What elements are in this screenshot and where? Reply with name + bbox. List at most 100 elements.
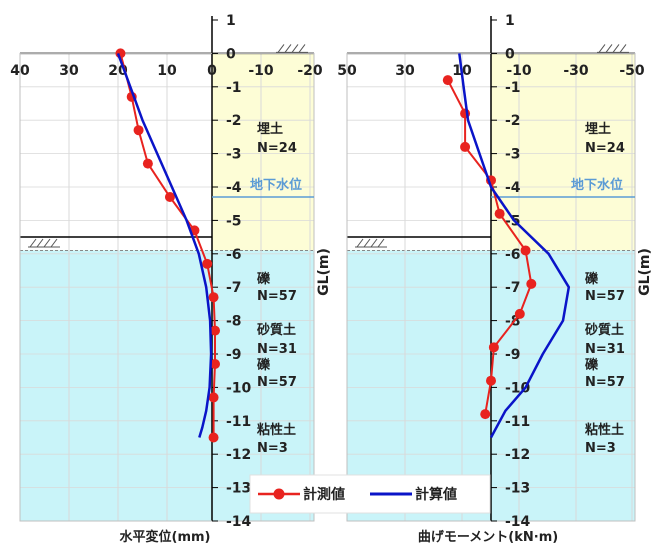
depth-axis-title: GL(m) xyxy=(637,248,653,296)
soil-layer-n-value: N=57 xyxy=(257,375,297,390)
x-tick-label: 40 xyxy=(10,63,30,79)
measured-point xyxy=(488,342,499,353)
depth-tick-label: -5 xyxy=(505,213,521,229)
ground-hatch xyxy=(612,44,620,53)
measured-point xyxy=(142,158,153,169)
x-tick-label: -10 xyxy=(506,63,532,79)
measured-point xyxy=(460,141,471,152)
ground-hatch xyxy=(43,238,51,248)
ground-hatch xyxy=(284,44,292,53)
measured-point xyxy=(164,192,175,203)
soil-layer-n-value: N=24 xyxy=(585,141,625,156)
measured-point xyxy=(520,245,531,256)
measured-point xyxy=(202,258,213,269)
soil-layer-name: 粘性土 xyxy=(256,422,296,438)
depth-tick-label: -1 xyxy=(505,80,521,96)
x-tick-label: -50 xyxy=(619,63,645,79)
ground-hatch xyxy=(291,44,299,53)
depth-tick-label: 0 xyxy=(505,46,515,62)
soil-layer-n-value: N=3 xyxy=(257,441,288,456)
water-table-label: 地下水位 xyxy=(250,177,302,193)
water-table-label: 地下水位 xyxy=(571,177,623,193)
depth-tick-label: -5 xyxy=(226,213,242,229)
depth-tick-label: -13 xyxy=(505,481,530,497)
depth-tick-label: -8 xyxy=(226,314,242,330)
x-tick-label: 0 xyxy=(207,63,217,79)
depth-tick-label: -13 xyxy=(226,481,251,497)
depth-tick-label: 0 xyxy=(226,46,236,62)
measured-point xyxy=(210,325,221,336)
soil-layer-name: 礫 xyxy=(585,357,599,373)
ground-hatch xyxy=(29,238,37,248)
depth-axis-title: GL(m) xyxy=(316,248,332,296)
depth-tick-label: -12 xyxy=(505,447,530,463)
measured-point xyxy=(514,308,525,319)
soil-layer-name: 埋土 xyxy=(585,121,611,137)
measured-point xyxy=(210,359,221,370)
soil-layer-n-value: N=24 xyxy=(257,141,297,156)
displacement-chart: 地下水位10-1-2-3-4-5-6-7-8-9-10-11-12-13-14G… xyxy=(10,13,332,545)
soil-layer-name: 礫 xyxy=(257,271,271,287)
legend-measured-marker xyxy=(273,488,285,500)
ground-hatch xyxy=(277,44,285,53)
depth-tick-label: -14 xyxy=(226,514,252,530)
x-tick-label: 10 xyxy=(157,63,177,79)
measured-point xyxy=(133,125,144,136)
ground-hatch xyxy=(370,238,378,248)
x-axis-title: 水平変位(mm) xyxy=(120,529,211,545)
depth-tick-label: -4 xyxy=(505,180,521,196)
calculated-series-line xyxy=(458,53,571,439)
measured-point xyxy=(208,292,219,303)
depth-tick-label: -9 xyxy=(505,347,521,363)
depth-tick-label: -6 xyxy=(505,247,521,263)
soil-layer-n-value: N=57 xyxy=(585,375,625,390)
depth-tick-label: -10 xyxy=(505,380,531,396)
ground-hatch xyxy=(598,44,606,53)
depth-tick-label: -9 xyxy=(226,347,242,363)
ground-hatch xyxy=(377,238,385,248)
soil-layer-fill xyxy=(491,53,635,251)
x-tick-label: -20 xyxy=(297,63,323,79)
legend-calculated-label: 計算値 xyxy=(415,486,457,503)
calculated-series-line xyxy=(116,52,213,438)
measured-point xyxy=(208,392,219,403)
depth-tick-label: 1 xyxy=(505,13,515,29)
depth-tick-label: -6 xyxy=(226,247,242,263)
x-tick-label: -10 xyxy=(248,63,274,79)
x-tick-label: 30 xyxy=(395,63,415,79)
soil-layer-n-value: N=31 xyxy=(585,342,625,357)
measured-point xyxy=(208,432,219,443)
soil-layer-name: 粘性土 xyxy=(584,422,624,438)
depth-tick-label: -11 xyxy=(226,414,251,430)
depth-tick-label: 1 xyxy=(226,13,236,29)
soil-layer-name: 礫 xyxy=(585,271,599,287)
x-tick-label: 30 xyxy=(59,63,79,79)
measured-point xyxy=(526,278,537,289)
depth-tick-label: -11 xyxy=(505,414,530,430)
legend-measured-label: 計測値 xyxy=(303,486,345,503)
ground-hatch xyxy=(363,238,371,248)
legend: 計測値 計算値 xyxy=(249,474,491,514)
depth-tick-label: -3 xyxy=(226,147,242,163)
depth-tick-label: -1 xyxy=(226,80,242,96)
soil-layer-name: 砂質土 xyxy=(584,322,624,338)
x-axis-title: 曲げモーメント(kN·m) xyxy=(418,529,558,545)
depth-tick-label: -10 xyxy=(226,380,252,396)
ground-hatch xyxy=(605,44,613,53)
depth-tick-label: -2 xyxy=(226,113,242,129)
moment-chart: 地下水位10-1-2-3-4-5-6-7-8-9-10-11-12-13-14G… xyxy=(337,13,653,545)
ground-hatch xyxy=(356,238,364,248)
soil-layer-n-value: N=31 xyxy=(257,342,297,357)
soil-layer-n-value: N=3 xyxy=(585,441,616,456)
soil-layer-name: 埋土 xyxy=(257,121,283,137)
x-tick-label: -30 xyxy=(563,63,589,79)
ground-hatch xyxy=(298,44,306,53)
ground-hatch xyxy=(36,238,44,248)
depth-tick-label: -3 xyxy=(505,147,521,163)
measured-point xyxy=(486,375,496,386)
soil-layer-name: 礫 xyxy=(257,357,271,373)
depth-tick-label: -2 xyxy=(505,113,521,129)
ground-hatch xyxy=(50,238,58,248)
ground-hatch xyxy=(619,44,627,53)
